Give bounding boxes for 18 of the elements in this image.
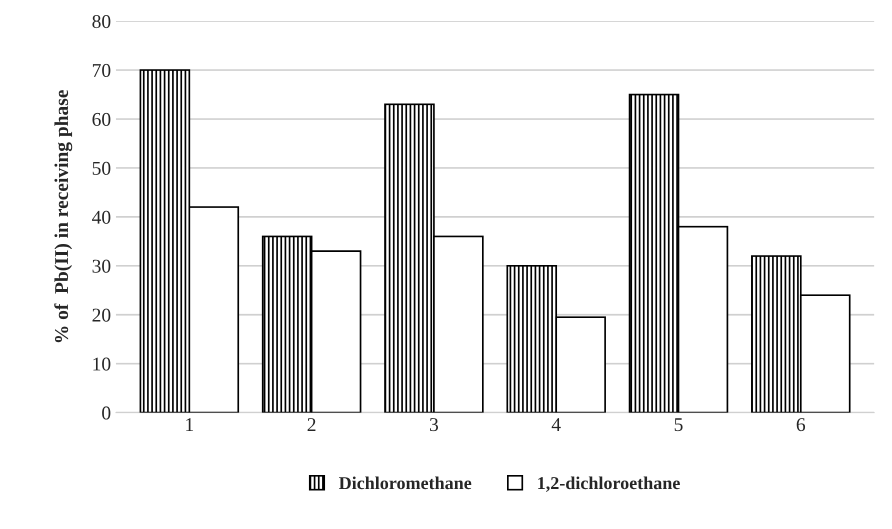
x-tick-label: 6	[796, 418, 806, 432]
y-tick-label: 80	[92, 14, 110, 28]
y-tick-label: 70	[92, 64, 110, 78]
y-tick-label: 60	[92, 112, 110, 126]
x-tick-label: 1	[186, 418, 194, 431]
y-tick-label: 50	[92, 162, 110, 175]
y-tick-label: 0	[102, 406, 110, 420]
y-tick-label: 30	[92, 260, 110, 273]
legend-label: Dichloromethane	[338, 476, 472, 490]
y-tick-label: 10	[93, 358, 110, 371]
legend-label: 1,2-dichloroethane	[538, 476, 680, 492]
x-tick-label: 4	[552, 418, 561, 431]
y-tick-label: 40	[92, 210, 110, 224]
y-axis-title: % of Pb(II) in receiving phase	[54, 90, 72, 342]
x-tick-label: 2	[308, 418, 316, 431]
y-tick-label: 20	[92, 308, 110, 322]
x-tick-label: 5	[674, 418, 683, 432]
x-tick-label: 3	[430, 418, 438, 432]
